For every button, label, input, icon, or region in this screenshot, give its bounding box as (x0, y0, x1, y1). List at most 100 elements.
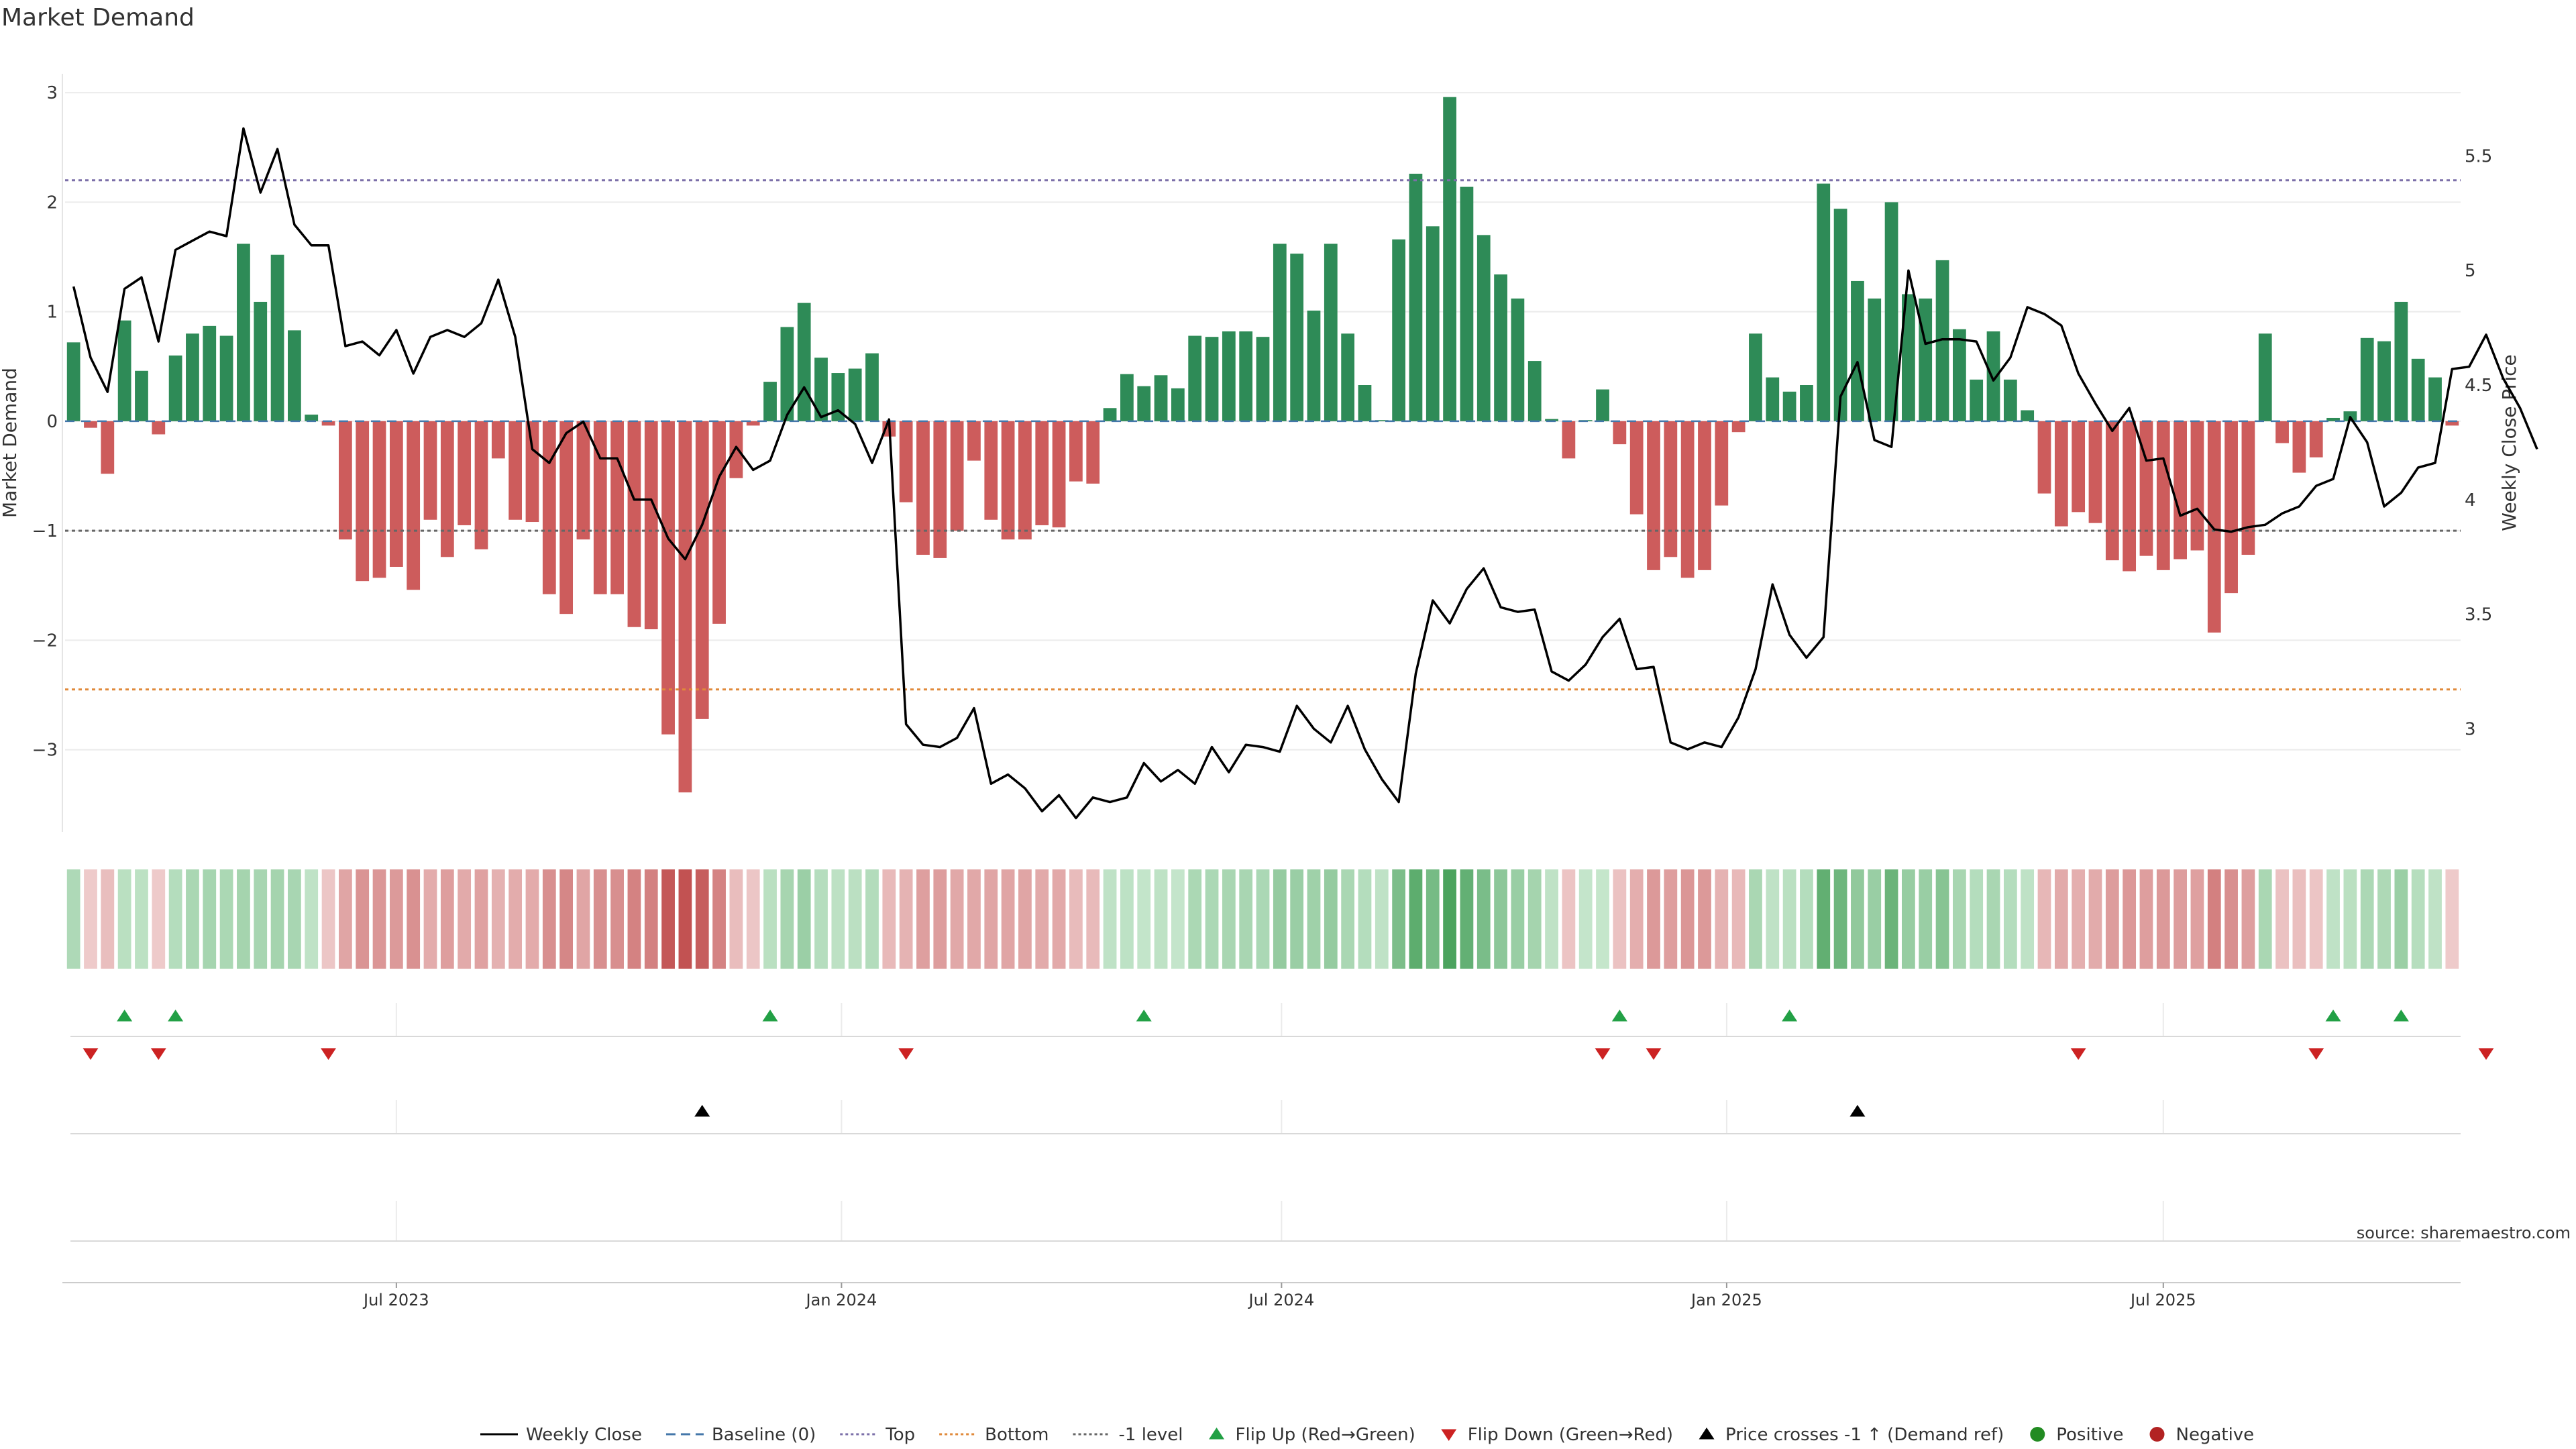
demand-bar (1256, 337, 1270, 421)
heat-strip-cell (2021, 869, 2035, 969)
demand-bar (66, 342, 80, 421)
y2-tick-label: 5.5 (2465, 146, 2492, 166)
demand-bar (814, 358, 828, 421)
heat-strip-cell (1290, 869, 1304, 969)
heat-strip-cell (1986, 869, 2000, 969)
demand-bar (644, 421, 658, 630)
flip-up-marker (117, 1010, 133, 1022)
demand-bar (899, 421, 913, 502)
demand-bar (458, 421, 472, 525)
demand-bar (491, 421, 505, 459)
demand-bar (1647, 421, 1660, 570)
heat-strip-cell (2156, 869, 2170, 969)
heat-strip-cell (1749, 869, 1762, 969)
flip-down-marker (1595, 1048, 1611, 1060)
demand-bar (219, 335, 233, 421)
heat-strip-cell (1256, 869, 1270, 969)
grid-layer (62, 74, 2461, 1283)
x-axis: Jul 2023 Jan 2024 Jul 2024 Jan 2025 Jul 2025 (362, 1283, 2196, 1309)
demand-bar (1205, 337, 1219, 421)
heat-strip-cell (237, 869, 250, 969)
demand-bar (627, 421, 641, 627)
heat-strip-cell (627, 869, 641, 969)
demand-bar (1680, 421, 1695, 578)
price-line-layer (72, 127, 2538, 820)
legend-symbol (1209, 1428, 1225, 1440)
heat-strip-cell (525, 869, 539, 969)
demand-bar (2309, 421, 2323, 458)
heat-strip-cell (101, 869, 115, 969)
heat-strip-cell (1120, 869, 1134, 969)
heat-strip-cell (1664, 869, 1678, 969)
demand-bar (2275, 421, 2289, 443)
demand-bars (66, 97, 2459, 793)
flip-up-marker (1782, 1010, 1798, 1022)
demand-bar (1018, 421, 1032, 540)
demand-bar (712, 421, 726, 624)
demand-bar (2190, 421, 2204, 551)
demand-bar (1052, 421, 1066, 528)
flip-down-marker (321, 1048, 337, 1060)
heat-strip-cell (1358, 869, 1372, 969)
heat-strip-cell (1188, 869, 1202, 969)
demand-bar (1086, 421, 1100, 484)
demand-bar (1239, 331, 1253, 421)
heat-strip-cell (2309, 869, 2323, 969)
demand-bar (542, 421, 556, 594)
demand-bar (2021, 410, 2035, 421)
demand-bar (1902, 294, 1915, 421)
heat-strip-cell (831, 869, 845, 969)
heat-strip-cell (203, 869, 217, 969)
demand-bar (1562, 421, 1576, 459)
heat-strip-cell (1494, 869, 1507, 969)
heat-strip-cell (1239, 869, 1253, 969)
demand-bar (1817, 183, 1831, 421)
legend-label: Weekly Close (526, 1425, 642, 1445)
heat-strip-cell (2105, 869, 2119, 969)
heat-strip-cell (1171, 869, 1185, 969)
demand-bar (1324, 244, 1338, 421)
heat-strip-cell (1069, 869, 1083, 969)
heat-strip-cell (2411, 869, 2425, 969)
heat-strip-cell (610, 869, 624, 969)
demand-bar (2156, 421, 2170, 570)
demand-bar (967, 421, 981, 461)
axis-ticks: 3 2 1 0 −1 −2 −3 5.5 5 4.5 4 3.5 3 (32, 83, 2493, 760)
heat-strip-cell (1884, 869, 1898, 969)
demand-bar (1749, 333, 1762, 421)
heat-strip-cell (1477, 869, 1491, 969)
heat-strip-cell (491, 869, 505, 969)
y2-tick-label: 4 (2465, 490, 2476, 511)
heat-strip-cell (967, 869, 981, 969)
heat-strip-cell (933, 869, 947, 969)
y-tick-label: 2 (46, 193, 58, 213)
demand-bar (797, 303, 811, 421)
demand-bar (2072, 421, 2086, 513)
heat-strip-cell (2003, 869, 2017, 969)
heat-strip-cell (950, 869, 964, 969)
heat-strip-cell (339, 869, 352, 969)
demand-bar (1800, 385, 1813, 421)
demand-bar (1137, 386, 1151, 421)
demand-bar (2207, 421, 2221, 633)
demand-bar (1715, 421, 1729, 506)
heat-strip-cell (661, 869, 675, 969)
heat-strip-cell (2360, 869, 2374, 969)
flip-markers (83, 1010, 2494, 1117)
heat-strip-cell (695, 869, 709, 969)
heat-strip-cell (186, 869, 199, 969)
demand-bar (2037, 421, 2051, 494)
flip-up-marker (2325, 1010, 2341, 1022)
heat-strip-cell (2224, 869, 2238, 969)
x-tick-label: Jul 2023 (362, 1291, 429, 1309)
demand-bar (984, 421, 998, 520)
y-tick-label: 0 (46, 412, 58, 432)
demand-bar (1629, 421, 1644, 515)
heat-strip-cell (882, 869, 896, 969)
demand-bar (2292, 421, 2306, 473)
heat-strip-cell (1817, 869, 1831, 969)
demand-bar (1919, 299, 1933, 421)
demand-bar (1935, 260, 1949, 421)
heat-strip-cell (270, 869, 284, 969)
demand-bar (2394, 301, 2408, 421)
